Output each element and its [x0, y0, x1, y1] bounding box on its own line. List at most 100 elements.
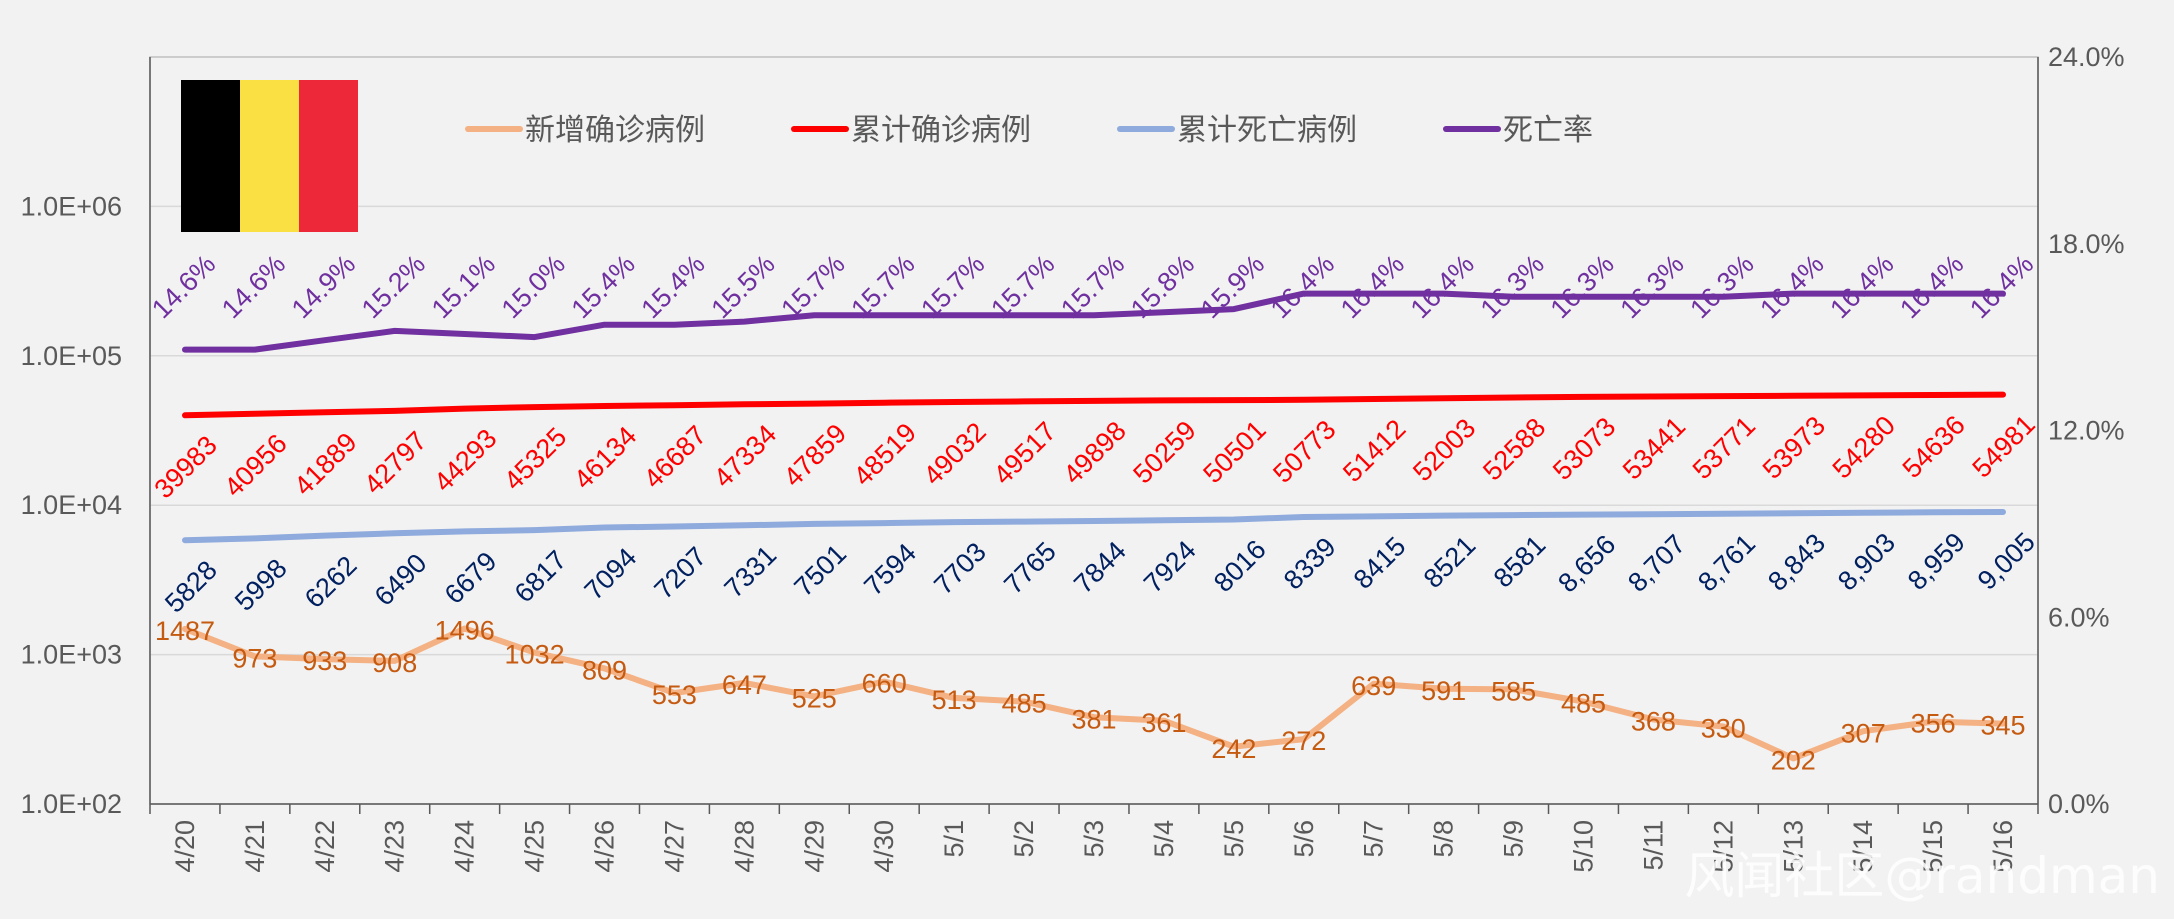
data-label: 16.4%: [1335, 249, 1410, 324]
watermark: 风闻社区@randman: [1684, 847, 2160, 905]
data-label: 485: [1002, 689, 1047, 719]
data-label: 16.4%: [1405, 249, 1480, 324]
y-tick-label: 1.0E+03: [21, 640, 122, 670]
data-label: 16.3%: [1475, 249, 1550, 324]
x-tick-label: 5/7: [1359, 820, 1389, 858]
data-label: 5828: [159, 555, 223, 619]
data-label: 52003: [1407, 413, 1481, 487]
x-tick-label: 5/16: [1988, 820, 2018, 873]
data-label: 202: [1771, 746, 1816, 776]
data-label: 809: [582, 656, 627, 686]
data-label: 8,959: [1902, 527, 1971, 596]
y-tick-label: 1.0E+04: [21, 490, 122, 520]
y2-tick-label: 12.0%: [2048, 416, 2125, 446]
x-tick-label: 4/27: [659, 820, 689, 873]
data-label: 330: [1701, 714, 1746, 744]
data-label: 49032: [918, 417, 992, 491]
data-label: 6262: [299, 550, 363, 614]
data-label: 6679: [439, 546, 503, 610]
x-tick-label: 5/9: [1499, 820, 1529, 858]
legend-label: 死亡率: [1503, 113, 1593, 148]
data-label: 7501: [788, 539, 852, 603]
y2-tick-label: 18.0%: [2048, 229, 2125, 259]
data-label: 52588: [1477, 412, 1551, 486]
belgium-flag: [181, 80, 358, 232]
data-label: 368: [1631, 707, 1676, 737]
data-label: 361: [1141, 708, 1186, 738]
data-label: 8581: [1488, 530, 1552, 594]
data-label: 46134: [568, 421, 642, 495]
series-line: [182, 391, 2006, 419]
data-label: 16.4%: [1754, 249, 1829, 324]
data-label: 7924: [1138, 535, 1202, 599]
legend-item: 累计死亡病例: [1117, 113, 1357, 148]
series-line: [182, 625, 2006, 762]
data-label: 933: [302, 646, 347, 676]
data-label: 54280: [1827, 410, 1901, 484]
data-label: 15.0%: [496, 249, 571, 324]
y2-tick-label: 0.0%: [2048, 789, 2110, 819]
data-label: 53073: [1547, 412, 1621, 486]
x-tick-label: 4/29: [799, 820, 829, 873]
data-label: 585: [1491, 677, 1536, 707]
legend-label: 累计死亡病例: [1177, 113, 1357, 148]
data-label: 7094: [579, 542, 643, 606]
y2-tick-label: 6.0%: [2048, 602, 2110, 632]
data-label: 9,005: [1972, 527, 2041, 596]
data-label: 8,843: [1762, 528, 1831, 597]
x-tick-label: 4/23: [380, 820, 410, 873]
data-label: 973: [232, 644, 277, 674]
data-label: 53441: [1617, 411, 1691, 485]
data-label: 7765: [998, 536, 1062, 600]
flag-stripe: [181, 80, 240, 232]
data-label: 7331: [719, 540, 783, 604]
data-label: 53771: [1687, 411, 1761, 485]
x-tick-label: 4/24: [450, 820, 480, 873]
data-label: 307: [1841, 718, 1886, 748]
data-label: 345: [1980, 711, 2025, 741]
x-tick-label: 5/6: [1289, 820, 1319, 858]
x-tick-label: 5/13: [1778, 820, 1808, 873]
x-tick-label: 5/11: [1638, 820, 1668, 871]
data-label: 15.9%: [1195, 249, 1270, 324]
data-label: 16.4%: [1894, 249, 1969, 324]
data-label: 42797: [358, 426, 432, 500]
x-tick-label: 4/21: [240, 820, 270, 873]
data-label: 50259: [1127, 415, 1201, 489]
data-label: 660: [862, 669, 907, 699]
x-tick-label: 4/26: [590, 820, 620, 873]
data-label: 41889: [288, 427, 362, 501]
data-label: 16.3%: [1545, 249, 1620, 324]
data-label: 513: [932, 685, 977, 715]
data-label: 49898: [1058, 416, 1132, 490]
data-label: 1487: [155, 616, 215, 646]
data-label: 591: [1421, 676, 1466, 706]
x-tick-label: 5/12: [1708, 820, 1738, 873]
x-tick-label: 5/15: [1918, 820, 1948, 873]
data-label: 15.5%: [705, 249, 780, 324]
data-label: 5998: [229, 553, 293, 617]
data-label: 15.4%: [635, 249, 710, 324]
data-label: 553: [652, 680, 697, 710]
series-line: [182, 290, 2006, 353]
series-lines: [182, 290, 2006, 762]
x-tick-label: 4/25: [520, 820, 550, 873]
data-label: 47334: [708, 419, 782, 493]
data-label: 8,903: [1832, 527, 1901, 596]
data-label: 381: [1071, 704, 1116, 734]
axes: 1.0E+02 1.0E+03 1.0E+04 1.0E+05 1.0E+06 0.0% 6…: [21, 42, 2125, 873]
x-tick-label: 4/28: [729, 820, 759, 873]
data-label: 8016: [1208, 534, 1272, 598]
x-tick-label: 5/4: [1149, 820, 1179, 858]
x-tick-label: 4/20: [170, 820, 200, 873]
legend-item: 累计确诊病例: [791, 113, 1031, 148]
data-label: 54981: [1967, 409, 2041, 483]
data-label: 54636: [1897, 410, 1971, 484]
data-label: 45325: [498, 422, 572, 496]
data-label: 15.2%: [356, 249, 431, 324]
x-tick-label: 5/3: [1079, 820, 1109, 858]
y2-tick-label: 24.0%: [2048, 42, 2125, 72]
data-label: 16.4%: [1964, 249, 2039, 324]
flag-stripe: [299, 80, 358, 232]
data-label: 8521: [1418, 530, 1482, 594]
